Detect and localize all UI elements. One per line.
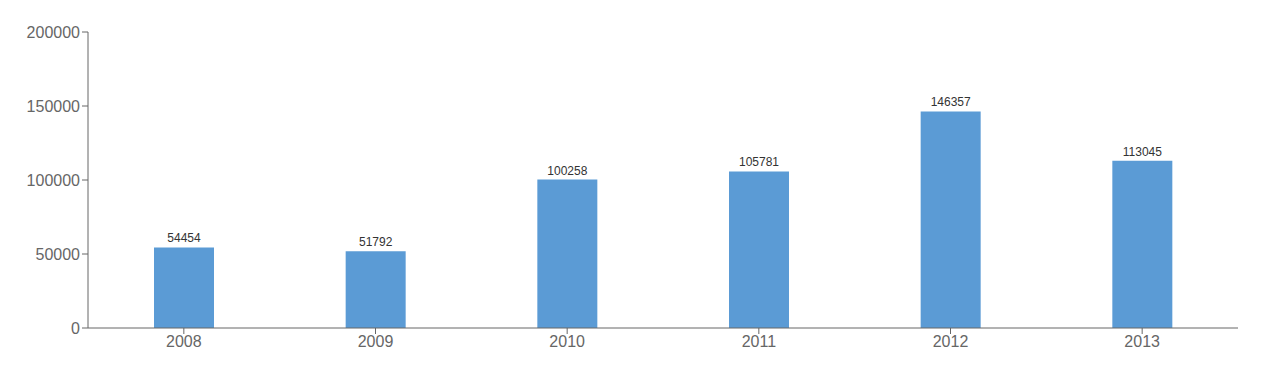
svg-text:100000: 100000 [27, 172, 80, 189]
svg-text:200000: 200000 [27, 24, 80, 41]
svg-text:2011: 2011 [742, 333, 777, 350]
svg-text:2009: 2009 [358, 333, 394, 350]
svg-text:105781: 105781 [739, 155, 779, 169]
svg-text:51792: 51792 [359, 235, 393, 249]
svg-text:50000: 50000 [36, 246, 81, 263]
svg-text:113045: 113045 [1123, 145, 1162, 159]
svg-text:2012: 2012 [933, 333, 969, 350]
svg-text:100258: 100258 [547, 164, 587, 178]
svg-text:2010: 2010 [549, 333, 585, 350]
svg-text:2008: 2008 [166, 333, 202, 350]
svg-text:146357: 146357 [931, 95, 971, 109]
svg-text:2013: 2013 [1124, 333, 1160, 350]
svg-text:54454: 54454 [167, 231, 201, 245]
svg-text:150000: 150000 [27, 98, 80, 115]
svg-text:0: 0 [71, 320, 80, 337]
